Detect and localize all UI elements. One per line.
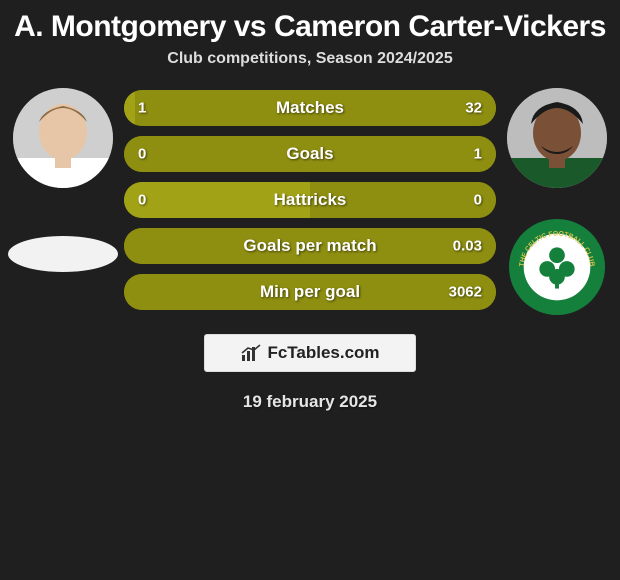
date-text: 19 february 2025 <box>0 392 620 412</box>
stat-bar: Goals 0 1 <box>124 136 496 172</box>
bar-label: Min per goal <box>260 282 360 302</box>
player-left-avatar <box>13 88 113 188</box>
bar-label: Matches <box>276 98 344 118</box>
bar-label: Goals <box>286 144 333 164</box>
bar-label: Goals per match <box>243 236 376 256</box>
player-right-avatar <box>507 88 607 188</box>
club-right-badge: THE CELTIC FOOTBALL CLUB <box>508 218 606 316</box>
right-side: THE CELTIC FOOTBALL CLUB <box>502 86 612 316</box>
left-side <box>8 86 118 272</box>
stat-bars: Matches 1 32 Goals 0 1 Hattricks 0 0 Goals per ma… <box>124 86 496 310</box>
club-left-badge <box>8 236 118 272</box>
comparison-panel: Matches 1 32 Goals 0 1 Hattricks 0 0 Goals per ma… <box>0 86 620 316</box>
bar-value-left: 0 <box>138 192 146 209</box>
bar-label: Hattricks <box>274 190 347 210</box>
footer-logo: FcTables.com <box>204 334 416 372</box>
footer-logo-text: FcTables.com <box>267 343 379 363</box>
bar-value-right: 0.03 <box>453 238 482 255</box>
bar-fill-left <box>124 90 135 126</box>
stat-bar: Min per goal 3062 <box>124 274 496 310</box>
bar-value-left: 1 <box>138 100 146 117</box>
bar-value-left: 0 <box>138 146 146 163</box>
bar-value-right: 1 <box>474 146 482 163</box>
bar-value-right: 0 <box>474 192 482 209</box>
stat-bar: Goals per match 0.03 <box>124 228 496 264</box>
chart-icon <box>240 343 262 363</box>
stat-bar: Matches 1 32 <box>124 90 496 126</box>
bar-value-right: 3062 <box>449 284 482 301</box>
page-title: A. Montgomery vs Cameron Carter-Vickers <box>0 0 620 50</box>
bar-value-right: 32 <box>465 100 482 117</box>
subtitle: Club competitions, Season 2024/2025 <box>0 50 620 68</box>
stat-bar: Hattricks 0 0 <box>124 182 496 218</box>
